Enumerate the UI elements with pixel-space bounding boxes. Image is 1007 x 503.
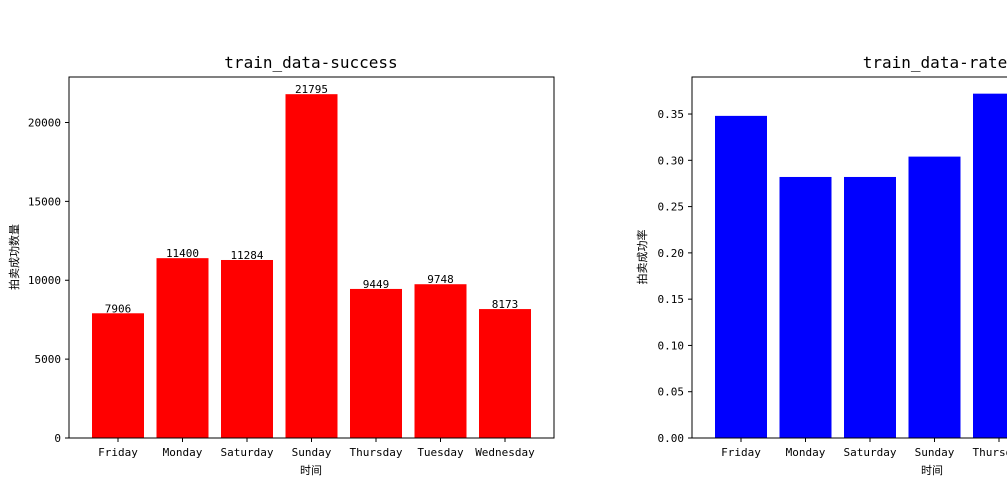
- data-label: 11400: [166, 247, 199, 260]
- x-tick-label: Monday: [163, 446, 203, 459]
- x-tick-label: Friday: [721, 446, 761, 459]
- y-tick-label: 0.30: [658, 154, 685, 167]
- x-tick-group: Friday Monday Saturday Sunday Thursday Tuesda…: [98, 438, 535, 459]
- data-label: 21795: [295, 83, 328, 96]
- y-tick-label: 0.00: [658, 432, 685, 445]
- x-tick-label: Saturday: [844, 446, 897, 459]
- x-tick-label: Tuesday: [417, 446, 464, 459]
- y-tick-label: 0: [54, 432, 61, 445]
- x-tick-group: Friday Monday Saturday Sunday Thursday: [721, 438, 1007, 459]
- bar: [156, 258, 209, 438]
- data-label: 7906: [105, 302, 132, 315]
- y-tick-label: 5000: [35, 353, 62, 366]
- data-label: 9748: [427, 273, 454, 286]
- bar: [715, 115, 767, 438]
- y-tick-label: 0.25: [658, 201, 685, 214]
- y-tick-label: 15000: [28, 195, 61, 208]
- bar: [479, 309, 531, 438]
- chart-title: train_data-success: [224, 53, 397, 72]
- y-tick-group: 0.00 0.05 0.10 0.15 0.20 0.25 0.30 0.35: [658, 108, 692, 445]
- y-tick-label: 0.05: [658, 386, 685, 399]
- chart-title: train_data-rate: [863, 53, 1007, 72]
- y-tick-label: 0.10: [658, 339, 685, 352]
- success-count-chart: train_data-success 7906 11400 11284 21795 94…: [7, 53, 555, 477]
- bar-group: [715, 93, 1007, 439]
- y-tick-group: 0 5000 10000 15000 20000: [28, 116, 69, 445]
- x-tick-label: Sunday: [292, 446, 332, 459]
- y-axis-label: 拍卖成功率: [635, 230, 649, 285]
- x-tick-label: Saturday: [221, 446, 274, 459]
- y-tick-label: 0.20: [658, 247, 685, 260]
- bar: [908, 156, 961, 438]
- x-axis-label: 时间: [300, 464, 322, 477]
- x-axis-label: 时间: [921, 464, 943, 477]
- x-tick-label: Thursday: [350, 446, 403, 459]
- bar: [350, 288, 402, 438]
- data-label: 11284: [230, 249, 263, 262]
- data-label: 8173: [492, 298, 519, 311]
- bar: [285, 94, 338, 439]
- success-rate-chart: train_data-rate 0.00 0.05 0.10 0.15 0.20 0.25…: [635, 53, 1007, 477]
- plot-frame: [691, 76, 1007, 439]
- x-tick-label: Thursday: [973, 446, 1007, 459]
- bar: [779, 176, 832, 438]
- y-tick-label: 0.35: [658, 108, 685, 121]
- x-tick-label: Wednesday: [475, 446, 535, 459]
- bar: [414, 284, 467, 438]
- y-axis-label: 拍卖成功数量: [7, 224, 21, 290]
- y-tick-label: 10000: [28, 274, 61, 287]
- x-tick-label: Friday: [98, 446, 138, 459]
- data-label: 9449: [363, 278, 390, 291]
- y-tick-label: 20000: [28, 116, 61, 129]
- y-tick-label: 0.15: [658, 293, 685, 306]
- bar: [221, 259, 273, 438]
- x-tick-label: Sunday: [915, 446, 955, 459]
- bar: [973, 93, 1007, 439]
- bar: [92, 313, 144, 438]
- bar-group: [92, 94, 531, 439]
- data-label-group: 7906 11400 11284 21795 9449 9748 8173: [105, 83, 519, 315]
- bar: [844, 176, 896, 438]
- x-tick-label: Monday: [786, 446, 826, 459]
